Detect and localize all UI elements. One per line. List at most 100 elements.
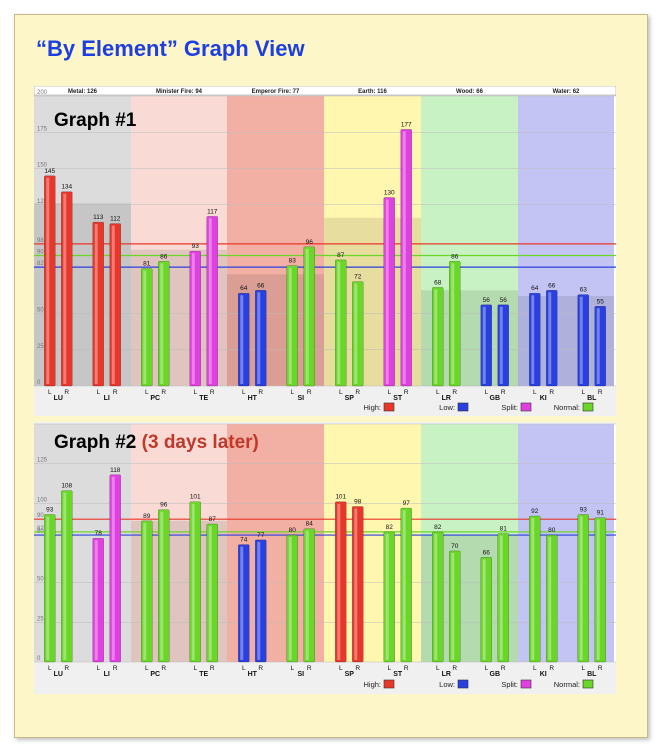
bar-highlight [305,248,309,384]
y-tick-label: 100 [37,497,48,503]
bar [238,292,250,387]
bar [335,501,347,663]
bar-value-label: 96 [306,239,314,246]
bar-highlight [191,253,195,384]
bar [497,533,509,663]
side-label: L [96,665,100,672]
graph-2-chart: 1501251009082805025093L108RLU78L118RLI89… [34,418,616,689]
bar-value-label: 68 [434,279,442,286]
bar-highlight [257,292,261,384]
category-label: SI [297,671,304,678]
bar-value-label: 108 [61,483,72,490]
side-label: L [581,389,585,396]
bar-value-label: 82 [386,524,394,531]
bar-value-label: 113 [93,214,104,221]
y-tick-label: 82 [37,526,44,532]
y-tick-label: 82 [37,261,44,267]
bar-value-label: 112 [110,216,121,223]
bar-highlight [63,492,67,660]
bar-highlight [451,263,455,384]
bar-value-label: 66 [257,282,265,289]
y-tick-label: 90 [37,250,44,256]
category-label: SP [345,395,355,402]
side-label: L [145,665,149,672]
y-tick-label: 125 [37,458,48,464]
bar-value-label: 82 [434,524,442,531]
bar-highlight [385,199,389,384]
bar-value-label: 77 [257,532,265,539]
bar-highlight [46,177,50,384]
bar [383,197,395,387]
bar [303,246,315,387]
side-label: R [501,389,506,396]
bar [286,534,298,663]
bar-highlight [288,267,292,384]
side-label: R [64,665,69,672]
bar [529,292,541,387]
side-label: R [161,665,166,672]
bar-value-label: 64 [240,285,248,292]
side-label: L [48,389,52,396]
side-label: R [598,389,603,396]
category-label: TE [199,395,208,402]
bar-value-label: 117 [207,208,218,215]
bar-highlight [531,518,535,660]
legend-normal-swatch [582,402,594,412]
bar-value-label: 89 [143,513,151,520]
element-header-label: Wood: 66 [456,89,484,95]
legend-high-swatch [383,679,395,689]
bar-value-label: 130 [384,190,395,197]
bar-value-label: 78 [95,530,103,537]
legend-low-label: Low: [439,680,455,689]
bar-value-label: 72 [354,274,362,281]
category-label: LI [104,671,110,678]
side-label: R [355,389,360,396]
side-label: L [96,389,100,396]
side-label: L [484,665,488,672]
bar [335,259,347,387]
side-label: R [258,389,263,396]
bar-highlight [46,516,50,660]
bar [92,221,104,387]
side-label: L [290,665,294,672]
y-tick-label: 200 [37,90,48,96]
bar-highlight [257,541,261,660]
side-label: L [436,665,440,672]
side-label: R [161,389,166,396]
bar-highlight [337,261,341,384]
side-label: L [484,389,488,396]
bar [577,294,589,387]
bar [594,517,606,663]
bar-value-label: 101 [190,494,201,501]
bar-highlight [94,224,98,384]
legend-high-label: High: [363,680,381,689]
bar [400,507,412,663]
element-header-label: Emperor Fire: 77 [252,89,300,95]
element-header-row [33,85,617,96]
side-label: L [339,389,343,396]
side-label: L [193,389,197,396]
bar-value-label: 83 [289,258,297,265]
y-tick-label: 125 [37,199,48,205]
side-label: L [387,389,391,396]
bar [141,520,153,663]
bar [286,265,298,387]
bar [383,531,395,663]
bar [529,515,541,663]
element-header-label: Water: 62 [553,89,580,95]
legend-low-swatch [457,679,469,689]
bar-highlight [548,537,552,660]
bar [432,531,444,663]
bar [449,550,461,663]
bar-value-label: 93 [192,243,200,250]
category-label: KI [540,395,547,402]
bar [44,175,56,387]
bar-highlight [451,552,455,660]
bar-highlight [579,516,583,660]
bar-value-label: 98 [354,499,362,506]
bar-value-label: 80 [548,527,556,534]
bar-value-label: 96 [160,502,168,509]
bar-highlight [160,263,164,384]
category-label: ST [393,671,403,678]
side-label: L [533,665,537,672]
